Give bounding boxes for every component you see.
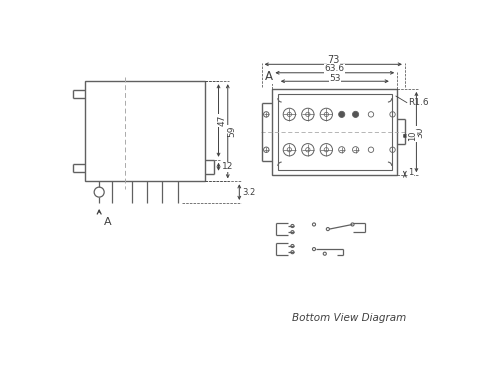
Text: 1: 1 — [408, 168, 413, 177]
Bar — [86, 81, 204, 181]
Text: A: A — [104, 217, 112, 227]
Text: 10: 10 — [408, 131, 417, 141]
Text: 59: 59 — [227, 125, 236, 137]
Text: 47: 47 — [218, 115, 227, 126]
Text: A: A — [264, 70, 272, 83]
Text: Bottom View Diagram: Bottom View Diagram — [292, 313, 406, 323]
Text: 73: 73 — [327, 55, 340, 65]
Text: 53: 53 — [329, 74, 340, 83]
Text: 3.2: 3.2 — [242, 187, 256, 197]
Text: 30: 30 — [416, 126, 425, 138]
Circle shape — [338, 111, 345, 117]
Text: R1.6: R1.6 — [408, 97, 428, 107]
Bar — [278, 94, 392, 170]
Text: 12: 12 — [222, 162, 234, 171]
Circle shape — [352, 111, 358, 117]
Text: 63.6: 63.6 — [324, 65, 345, 73]
Bar — [272, 89, 397, 175]
